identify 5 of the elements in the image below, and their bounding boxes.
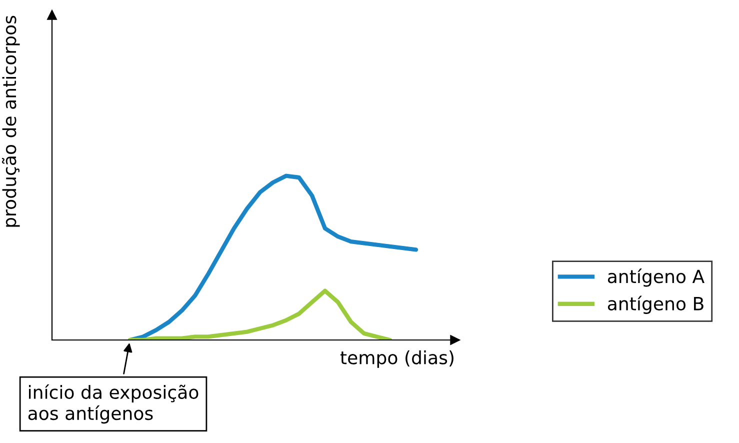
legend-label: antígeno A	[608, 268, 704, 287]
x-axis-title: tempo (dias)	[340, 350, 454, 368]
y-axis-title: produção de anticorpos	[2, 16, 20, 227]
text: início da exposição aos antígenos	[28, 384, 198, 424]
legend-label: antígeno B	[608, 296, 704, 314]
